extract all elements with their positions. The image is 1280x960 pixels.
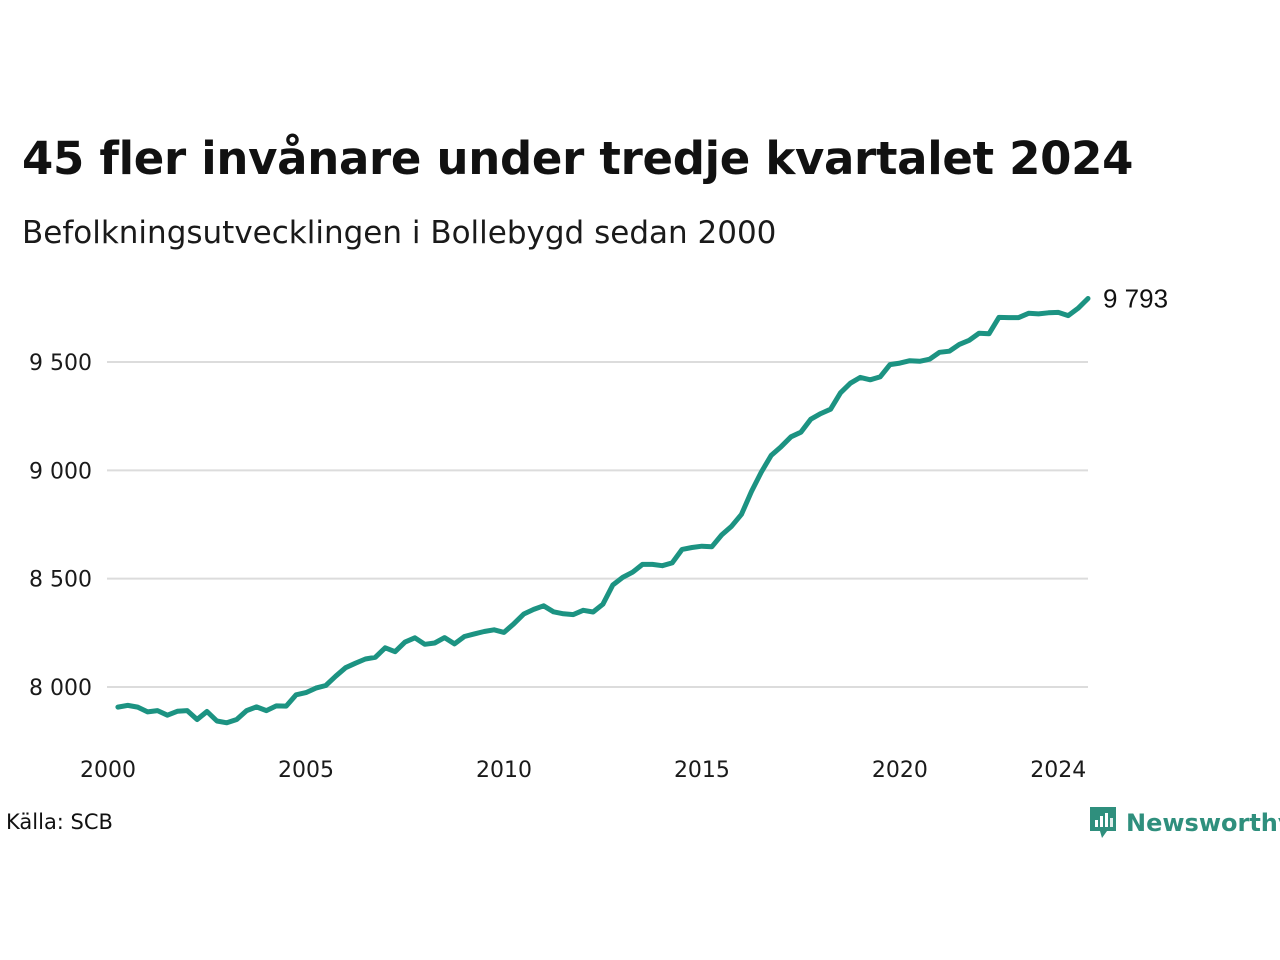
y-tick-label: 8 500: [29, 568, 92, 593]
y-axis-ticks: 8 000 8 500 9 000 9 500: [29, 351, 92, 701]
x-tick-label: 2020: [872, 758, 928, 783]
series-population: [115, 296, 1091, 726]
end-value-label: 9 793: [1103, 284, 1168, 314]
y-tick-label: 9 000: [29, 459, 92, 484]
brand-logo: Newsworthy: [1088, 803, 1280, 843]
gridlines: [107, 361, 1088, 688]
x-tick-label: 2010: [476, 758, 532, 783]
series-line: [115, 296, 1091, 726]
source-note: Källa: SCB: [6, 810, 113, 834]
newsworthy-logo-icon: [1090, 807, 1116, 838]
x-tick-label: 2024: [1030, 758, 1086, 783]
chart-title: 45 fler invånare under tredje kvartalet …: [22, 132, 1134, 185]
end-labels: 9 793: [1103, 284, 1168, 314]
x-tick-label: 2015: [674, 758, 730, 783]
brand-name: Newsworthy: [1126, 809, 1280, 837]
x-tick-label: 2005: [278, 758, 334, 783]
x-tick-label: 2000: [80, 758, 136, 783]
y-tick-label: 9 500: [29, 351, 92, 376]
line-chart: 8 000 8 500 9 000 9 500 2000 2005 2010 2015 202…: [29, 284, 1168, 783]
chart-subtitle: Befolkningsutvecklingen i Bollebygd seda…: [22, 215, 777, 251]
x-axis-ticks: 2000 2005 2010 2015 2020 2024: [80, 758, 1086, 783]
y-tick-label: 8 000: [29, 676, 92, 701]
